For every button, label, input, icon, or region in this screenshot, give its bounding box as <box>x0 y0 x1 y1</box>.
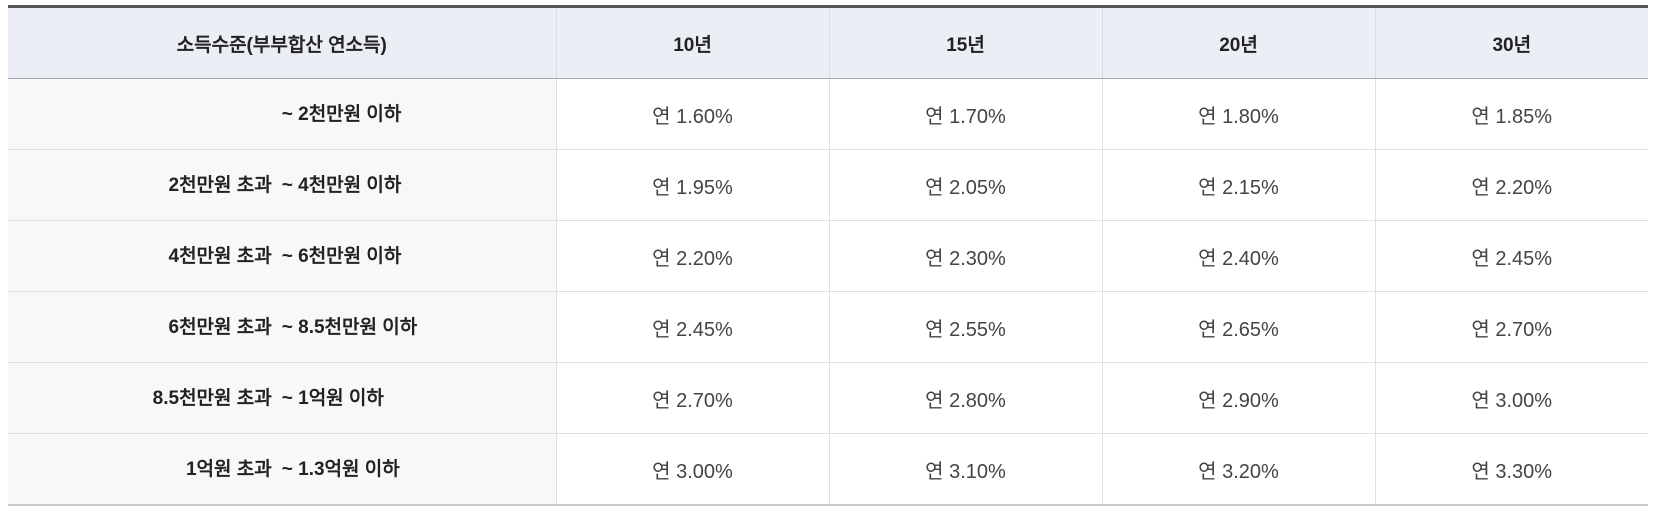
income-to: ~ 8.5천만원 이하 <box>281 317 418 338</box>
header-term-30: 30년 <box>1375 6 1648 79</box>
rate-cell-15: 연 2.30% <box>829 220 1103 292</box>
rate-cell-15: 연 1.70% <box>829 78 1103 150</box>
rate-cell-30: 연 3.00% <box>1375 362 1648 434</box>
table-header-row: 소득수준(부부합산 연소득) 10년 15년 20년 30년 <box>8 6 1648 79</box>
rate-cell-30: 연 1.85% <box>1375 78 1648 150</box>
rate-cell-15: 연 2.55% <box>829 291 1103 363</box>
income-range-cell: ~ 2천만원 이하 <box>8 78 557 150</box>
table-row: 4천만원 초과 ~ 6천만원 이하 연 2.20% 연 2.30% 연 2.40… <box>8 220 1648 292</box>
rate-cell-10: 연 1.60% <box>556 78 830 150</box>
interest-rate-table: 소득수준(부부합산 연소득) 10년 15년 20년 30년 ~ 2천만원 이하… <box>8 5 1648 506</box>
rate-cell-15: 연 2.80% <box>829 362 1103 434</box>
table-row: 8.5천만원 초과 ~ 1억원 이하 연 2.70% 연 2.80% 연 2.9… <box>8 362 1648 434</box>
income-to: ~ 6천만원 이하 <box>281 246 402 267</box>
income-from: 6천만원 초과 <box>168 317 272 338</box>
income-from: 4천만원 초과 <box>168 246 272 267</box>
table-row: ~ 2천만원 이하 연 1.60% 연 1.70% 연 1.80% 연 1.85… <box>8 78 1648 150</box>
rate-table-container: 소득수준(부부합산 연소득) 10년 15년 20년 30년 ~ 2천만원 이하… <box>8 5 1648 506</box>
income-from: 2천만원 초과 <box>168 175 272 196</box>
rate-cell-10: 연 2.70% <box>556 362 830 434</box>
rate-cell-20: 연 2.15% <box>1102 149 1376 221</box>
rate-cell-10: 연 3.00% <box>556 433 830 505</box>
rate-cell-10: 연 1.95% <box>556 149 830 221</box>
rate-cell-10: 연 2.45% <box>556 291 830 363</box>
rate-cell-20: 연 2.40% <box>1102 220 1376 292</box>
rate-cell-10: 연 2.20% <box>556 220 830 292</box>
rate-cell-20: 연 2.90% <box>1102 362 1376 434</box>
table-row: 2천만원 초과 ~ 4천만원 이하 연 1.95% 연 2.05% 연 2.15… <box>8 149 1648 221</box>
income-to: ~ 4천만원 이하 <box>281 175 402 196</box>
income-range-cell: 1억원 초과 ~ 1.3억원 이하 <box>8 433 557 505</box>
table-row: 1억원 초과 ~ 1.3억원 이하 연 3.00% 연 3.10% 연 3.20… <box>8 433 1648 505</box>
income-range-cell: 4천만원 초과 ~ 6천만원 이하 <box>8 220 557 292</box>
rate-cell-15: 연 2.05% <box>829 149 1103 221</box>
rate-cell-30: 연 3.30% <box>1471 460 1553 483</box>
income-to: ~ 1억원 이하 <box>281 388 384 409</box>
header-term-15: 15년 <box>829 6 1103 79</box>
rate-cell-30: 연 2.45% <box>1375 220 1648 292</box>
header-term-20: 20년 <box>1102 6 1376 79</box>
income-range-cell: 2천만원 초과 ~ 4천만원 이하 <box>8 149 557 221</box>
income-from: 8.5천만원 초과 <box>152 388 272 409</box>
header-income-level: 소득수준(부부합산 연소득) <box>8 6 557 79</box>
income-range-cell: 8.5천만원 초과 ~ 1억원 이하 <box>8 362 557 434</box>
income-to: ~ 2천만원 이하 <box>281 104 402 125</box>
income-to: ~ 1.3억원 이하 <box>281 459 400 480</box>
income-range-cell: 6천만원 초과 ~ 8.5천만원 이하 <box>8 291 557 363</box>
rate-cell-30: 연 2.20% <box>1375 149 1648 221</box>
income-from: 1억원 초과 <box>185 459 272 480</box>
rate-cell-15: 연 3.10% <box>829 433 1103 505</box>
header-term-10: 10년 <box>556 6 830 79</box>
table-row: 6천만원 초과 ~ 8.5천만원 이하 연 2.45% 연 2.55% 연 2.… <box>8 291 1648 363</box>
rate-cell-20: 연 2.65% <box>1102 291 1376 363</box>
rate-cell-30: 연 2.70% <box>1375 291 1648 363</box>
rate-cell-20: 연 3.20% <box>1102 433 1376 505</box>
rate-cell-20: 연 1.80% <box>1102 78 1376 150</box>
